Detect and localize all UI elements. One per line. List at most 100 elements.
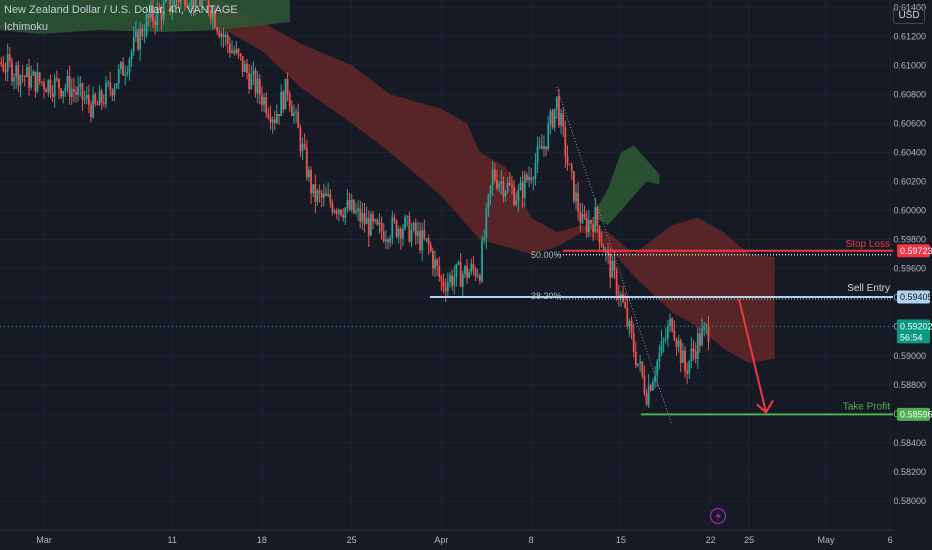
candle-body [662,339,665,342]
candle-body [649,385,652,391]
candle-body [564,127,567,157]
candle-body [85,95,88,99]
symbol-title: New Zealand Dollar / U.S. Dollar, 4h, VA… [4,4,238,16]
candle-body [470,264,473,272]
candle-body [451,275,454,286]
candle-body [453,276,456,286]
arrow-shaft [738,298,767,413]
candle-body [248,72,251,89]
candle-body [382,231,385,242]
candle-body [652,382,654,391]
candle-body [639,361,642,364]
candle-body [316,190,319,202]
candle-body [337,209,340,214]
indicator-label[interactable]: Ichimoku [4,21,49,33]
candle-body [267,113,270,117]
candle-body [701,329,703,346]
y-tick-label: 0.58400 [893,438,926,448]
candle-body [301,143,304,152]
candle-body [622,294,624,302]
stop-loss-label: Stop Loss [846,239,890,250]
candle-body [288,94,291,107]
candle-body [231,50,233,53]
candle-body [575,192,577,202]
candle-body [553,108,556,128]
candle-body [226,35,229,44]
candle-body [2,64,5,72]
price-axis[interactable]: 0.61400 0.61200 0.61000 0.60800 0.60600 0.604… [893,0,932,550]
candle-body [4,71,7,73]
candle-body [308,170,310,178]
take-profit-tag [897,407,930,421]
candle-body [239,53,242,57]
candle-body [502,181,505,197]
candle-body [162,2,165,20]
x-tick-label: 25 [347,535,357,545]
candle-body [406,216,409,218]
candle-body [111,89,114,96]
candle-body [442,281,445,288]
candle-body [707,325,710,342]
candle-body [425,238,428,240]
candle-body [352,199,355,213]
candle-body [523,174,526,198]
x-tick-label: 15 [616,535,626,545]
y-tick-label: 0.60400 [893,147,926,157]
x-tick-label: 22 [706,535,716,545]
candle-body [647,385,650,405]
x-tick-label: 25 [744,535,754,545]
candle-body [77,86,80,95]
candle-body [543,146,545,150]
candle-body [96,104,99,106]
candle-body [190,0,193,6]
candle-body [545,146,548,150]
candle-body [256,78,259,94]
candle-body [23,76,26,78]
candle-body [295,111,298,113]
candle-body [154,21,157,26]
candle-body [271,119,274,123]
candle-body [278,114,280,117]
candle-body [656,361,659,377]
candle-body [293,112,295,116]
candle-body [55,78,58,80]
y-tick-label: 0.61200 [893,31,926,41]
candle-body [468,271,471,278]
price-tags: 0.59723 0.59405 0.59202 56:54 0.58596 [897,244,932,421]
lightning-icon[interactable] [709,507,727,525]
candle-body [387,239,389,243]
candle-body [671,318,674,331]
candle-body [188,5,191,7]
candle-body [30,75,33,88]
current-price-tag [897,319,930,344]
candle-body [58,79,60,89]
candle-body [314,184,317,202]
y-tick-label: 0.60200 [893,177,926,187]
bullish-cloud [595,145,660,226]
candle-body [60,88,62,97]
candle-body [632,333,635,352]
candle-body [367,217,370,236]
stop-loss-price: 0.59723 [900,246,932,256]
candle-body [538,145,541,147]
candle-body [459,262,462,287]
candle-body [684,350,686,371]
time-axis[interactable]: Mar 11 18 25 Apr 8 15 22 25 May 6 [0,529,893,545]
candle-body [519,181,522,190]
candle-body [391,217,394,239]
candle-body [132,37,135,52]
currency-button[interactable]: USD [893,6,925,24]
candle-body [329,194,332,204]
candle-body [397,228,400,237]
candle-body [149,6,152,18]
candle-body [624,301,627,308]
candle-body [464,266,466,275]
candle-body [534,162,537,179]
x-tick-label: Apr [434,535,448,545]
candle-body [340,209,342,215]
candle-body [393,217,396,221]
candle-body [201,0,204,7]
candle-body [615,270,618,295]
candle-body [323,193,325,198]
